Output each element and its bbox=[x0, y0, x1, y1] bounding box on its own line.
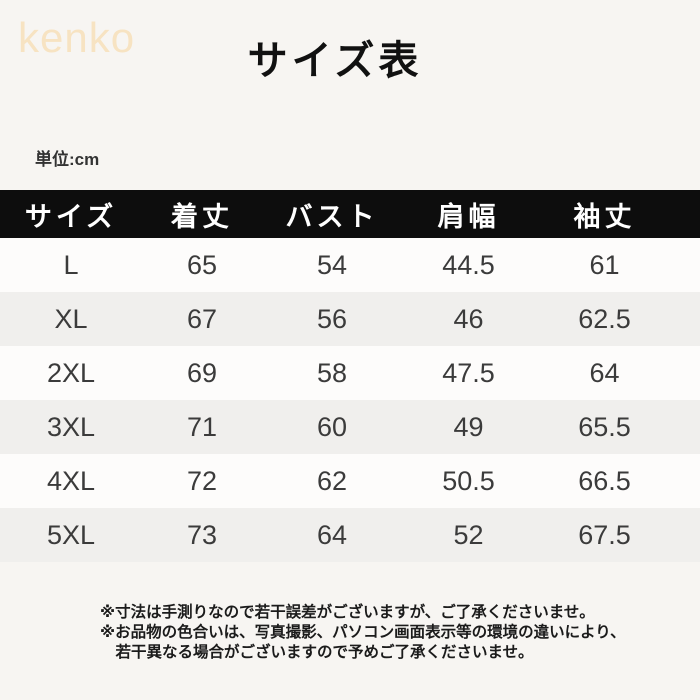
cell-size: 5XL bbox=[46, 519, 96, 550]
cell-shoulder: 47.5 bbox=[442, 357, 495, 388]
page-title: サイズ表 bbox=[247, 39, 423, 83]
table-row: L 65 54 44.5 61 bbox=[0, 238, 700, 292]
cell-length: 69 bbox=[186, 357, 218, 388]
disclaimer-notes: ※寸法は手測りなので若干誤差がございますが、ご了承くださいませ。 ※お品物の色合… bbox=[100, 603, 678, 663]
cell-size: 3XL bbox=[46, 411, 96, 442]
header-cell-length: 着丈 bbox=[142, 190, 262, 238]
cell-size: 4XL bbox=[46, 465, 96, 496]
size-table: サイズ 着丈 バスト 肩幅 袖丈 L 65 54 44.5 61 XL 67 5… bbox=[0, 190, 700, 562]
header-cell-sleeve: 袖丈 bbox=[535, 190, 700, 238]
header-cell-size: サイズ bbox=[0, 190, 142, 238]
size-table-body: L 65 54 44.5 61 XL 67 56 46 62.5 2XL 69 … bbox=[0, 238, 700, 562]
table-row: 2XL 69 58 47.5 64 bbox=[0, 346, 700, 400]
header-cell-bust: バスト bbox=[262, 190, 402, 238]
cell-bust: 56 bbox=[316, 303, 348, 334]
cell-shoulder: 49 bbox=[453, 411, 484, 442]
unit-label: 単位:cm bbox=[35, 150, 100, 169]
cell-size: L bbox=[63, 249, 79, 280]
cell-shoulder: 50.5 bbox=[442, 465, 495, 496]
cell-length: 72 bbox=[186, 465, 218, 496]
cell-size: XL bbox=[54, 303, 88, 334]
cell-shoulder: 44.5 bbox=[442, 249, 495, 280]
cell-shoulder: 52 bbox=[453, 519, 484, 550]
cell-length: 65 bbox=[186, 249, 218, 280]
cell-sleeve: 61 bbox=[589, 249, 620, 280]
size-table-header: サイズ 着丈 バスト 肩幅 袖丈 bbox=[0, 190, 700, 238]
brand-logo: kenko bbox=[18, 14, 136, 61]
cell-bust: 58 bbox=[316, 357, 348, 388]
cell-bust: 64 bbox=[316, 519, 348, 550]
note-line: ※お品物の色合いは、写真撮影、パソコン画面表示等の環境の違いにより、 bbox=[100, 624, 626, 641]
cell-sleeve: 66.5 bbox=[578, 465, 631, 496]
cell-size: 2XL bbox=[46, 357, 96, 388]
cell-sleeve: 64 bbox=[589, 357, 620, 388]
header-cell-shoulder: 肩幅 bbox=[402, 190, 535, 238]
table-row: XL 67 56 46 62.5 bbox=[0, 292, 700, 346]
cell-shoulder: 46 bbox=[453, 303, 484, 334]
table-row: 3XL 71 60 49 65.5 bbox=[0, 400, 700, 454]
cell-bust: 62 bbox=[316, 465, 348, 496]
cell-sleeve: 65.5 bbox=[578, 411, 631, 442]
cell-bust: 54 bbox=[316, 249, 348, 280]
cell-length: 67 bbox=[186, 303, 218, 334]
cell-bust: 60 bbox=[316, 411, 348, 442]
cell-length: 71 bbox=[186, 411, 218, 442]
note-line: 若干異なる場合がございますので予めご了承くださいませ。 bbox=[115, 644, 534, 661]
table-row: 4XL 72 62 50.5 66.5 bbox=[0, 454, 700, 508]
cell-length: 73 bbox=[186, 519, 218, 550]
cell-sleeve: 62.5 bbox=[578, 303, 631, 334]
header-row: サイズ 着丈 バスト 肩幅 袖丈 bbox=[0, 190, 700, 238]
table-row: 5XL 73 64 52 67.5 bbox=[0, 508, 700, 562]
cell-sleeve: 67.5 bbox=[578, 519, 631, 550]
note-line: ※寸法は手測りなので若干誤差がございますが、ご了承くださいませ。 bbox=[100, 604, 595, 621]
